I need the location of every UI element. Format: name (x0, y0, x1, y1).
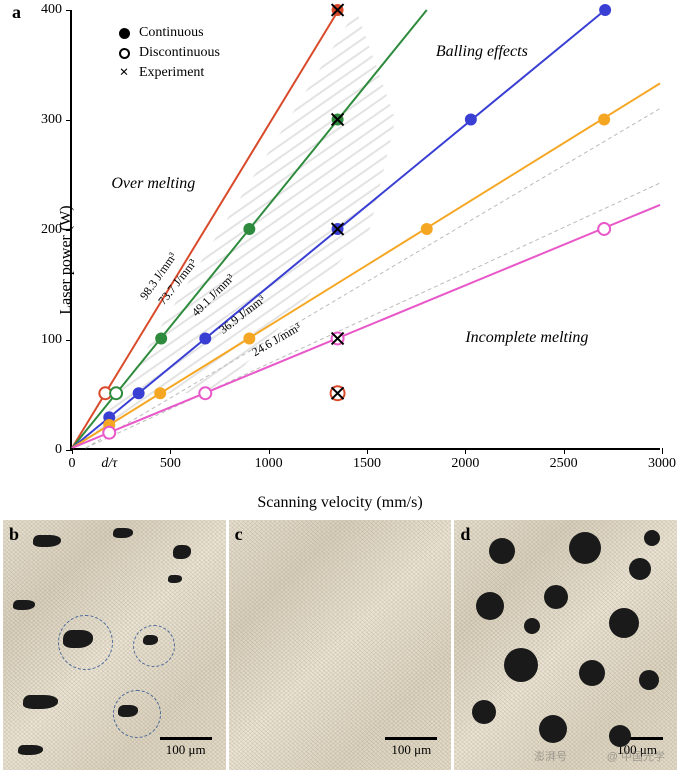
x-tick (465, 448, 466, 454)
x-tick (170, 448, 171, 454)
scale-text: 100 μm (391, 742, 431, 758)
x-tick-label: 2000 (451, 456, 479, 472)
x-tick-label: 1500 (353, 456, 381, 472)
region-label: Balling effects (436, 43, 528, 61)
scale-text: 100 μm (166, 742, 206, 758)
legend-label: Continuous (139, 25, 204, 41)
watermark-left: 澎湃号 (534, 748, 567, 764)
scale-bar: 100 μm (160, 737, 212, 758)
panel-c-micrograph: c 100 μm (229, 520, 452, 770)
micrograph-row: b 100 μm c 100 μm d 100 μm 澎湃号 @ 中国光学 (0, 520, 680, 773)
panel-b-micrograph: b 100 μm (3, 520, 226, 770)
pore-feature (609, 608, 639, 638)
x-tick-label: 500 (160, 456, 181, 472)
panel-d-micrograph: d 100 μm 澎湃号 @ 中国光学 (454, 520, 677, 770)
pore-feature (579, 660, 605, 686)
legend-discontinuous: Discontinuous (117, 45, 220, 61)
x-marker-icon: × (119, 65, 128, 81)
pore-feature (472, 700, 496, 724)
chart-plot-area: Continuous Discontinuous × Experiment Ov… (70, 10, 660, 450)
pore-feature (173, 545, 191, 559)
scale-bar: 100 μm (385, 737, 437, 758)
pore-feature (33, 535, 61, 547)
y-tick (66, 10, 72, 11)
pore-feature (18, 745, 43, 755)
y-tick (66, 340, 72, 341)
panel-c-label: c (235, 524, 243, 545)
pore-feature (539, 715, 567, 743)
pore-feature (23, 695, 58, 709)
x-tick (367, 448, 368, 454)
legend-experiment: × Experiment (117, 65, 220, 81)
y-tick-label: 0 (55, 442, 62, 458)
x-tick (564, 448, 565, 454)
y-tick-label: 300 (41, 112, 62, 128)
open-circle-icon (119, 48, 130, 59)
pore-feature (168, 575, 182, 583)
panel-b-label: b (9, 524, 19, 545)
region-label: Over melting (111, 175, 195, 193)
x-tick-label: 3000 (648, 456, 676, 472)
legend-label: Experiment (139, 65, 204, 81)
x-tick (72, 448, 73, 454)
chart-legend: Continuous Discontinuous × Experiment (117, 25, 220, 85)
x-tick (269, 448, 270, 454)
pore-feature (629, 558, 651, 580)
pore-feature (489, 538, 515, 564)
pore-feature (544, 585, 568, 609)
panel-d-label: d (460, 524, 470, 545)
panel-a-label: a (12, 2, 21, 23)
x-tick-label: 1000 (255, 456, 283, 472)
panel-a: a Continuous Discontinuous × Experiment … (0, 0, 680, 520)
legend-label: Discontinuous (139, 45, 220, 61)
highlight-circle (58, 615, 113, 670)
y-tick (66, 120, 72, 121)
x-tick (662, 448, 663, 454)
pore-feature (13, 600, 35, 610)
x-tick-label: 0 (69, 456, 76, 472)
figure-container: a Continuous Discontinuous × Experiment … (0, 0, 680, 773)
scale-line-icon (385, 737, 437, 740)
scale-line-icon (160, 737, 212, 740)
pore-feature (644, 530, 660, 546)
filled-circle-icon (119, 28, 130, 39)
x-tick-label: 2500 (550, 456, 578, 472)
pore-feature (524, 618, 540, 634)
pore-feature (504, 648, 538, 682)
legend-continuous: Continuous (117, 25, 220, 41)
highlight-circle (113, 690, 161, 738)
pore-feature (113, 528, 133, 538)
pore-feature (569, 532, 601, 564)
y-tick-label: 400 (41, 2, 62, 18)
watermark-right: @ 中国光学 (607, 748, 665, 764)
region-label: Incomplete melting (465, 329, 588, 347)
pore-feature (476, 592, 504, 620)
x-axis-label: Scanning velocity (mm/s) (257, 494, 422, 512)
y-tick-label: 100 (41, 332, 62, 348)
y-axis-label: Laser power (W) (58, 205, 76, 314)
highlight-circle (133, 625, 175, 667)
x-tick-special: d/τ (101, 456, 117, 472)
pore-feature (639, 670, 659, 690)
